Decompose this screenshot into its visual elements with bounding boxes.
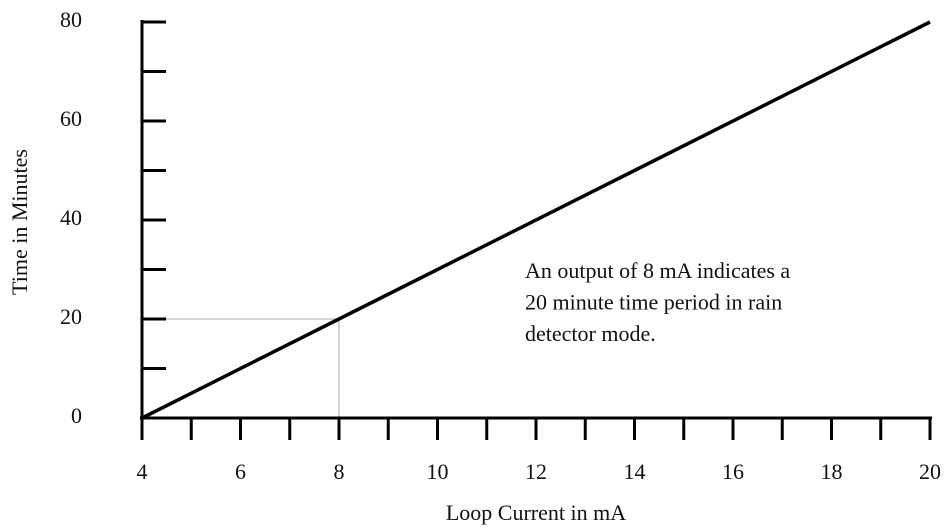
x-tick-label: 4 [137,459,148,484]
y-axis-label: Time in Minutes [7,149,32,295]
data-line [141,20,931,420]
x-tick-label: 6 [235,459,246,484]
annotation: 20 minute time period in rain [525,290,782,315]
x-axis-label: Loop Current in mA [446,500,626,525]
x-tick-label: 12 [525,459,547,484]
annotation: detector mode. [525,321,656,346]
y-tick-label: 80 [60,7,82,32]
y-tick-label: 60 [60,106,82,131]
x-tick-label: 20 [919,459,941,484]
y-tick-label: 0 [71,403,82,428]
x-tick-label: 18 [821,459,843,484]
x-tick-label: 16 [722,459,744,484]
x-tick-label: 8 [334,459,345,484]
x-tick-label: 10 [427,459,449,484]
x-tick-label: 14 [624,459,646,484]
y-tick-label: 20 [60,304,82,329]
y-tick-label: 40 [60,205,82,230]
annotation: An output of 8 mA indicates a [525,258,790,283]
